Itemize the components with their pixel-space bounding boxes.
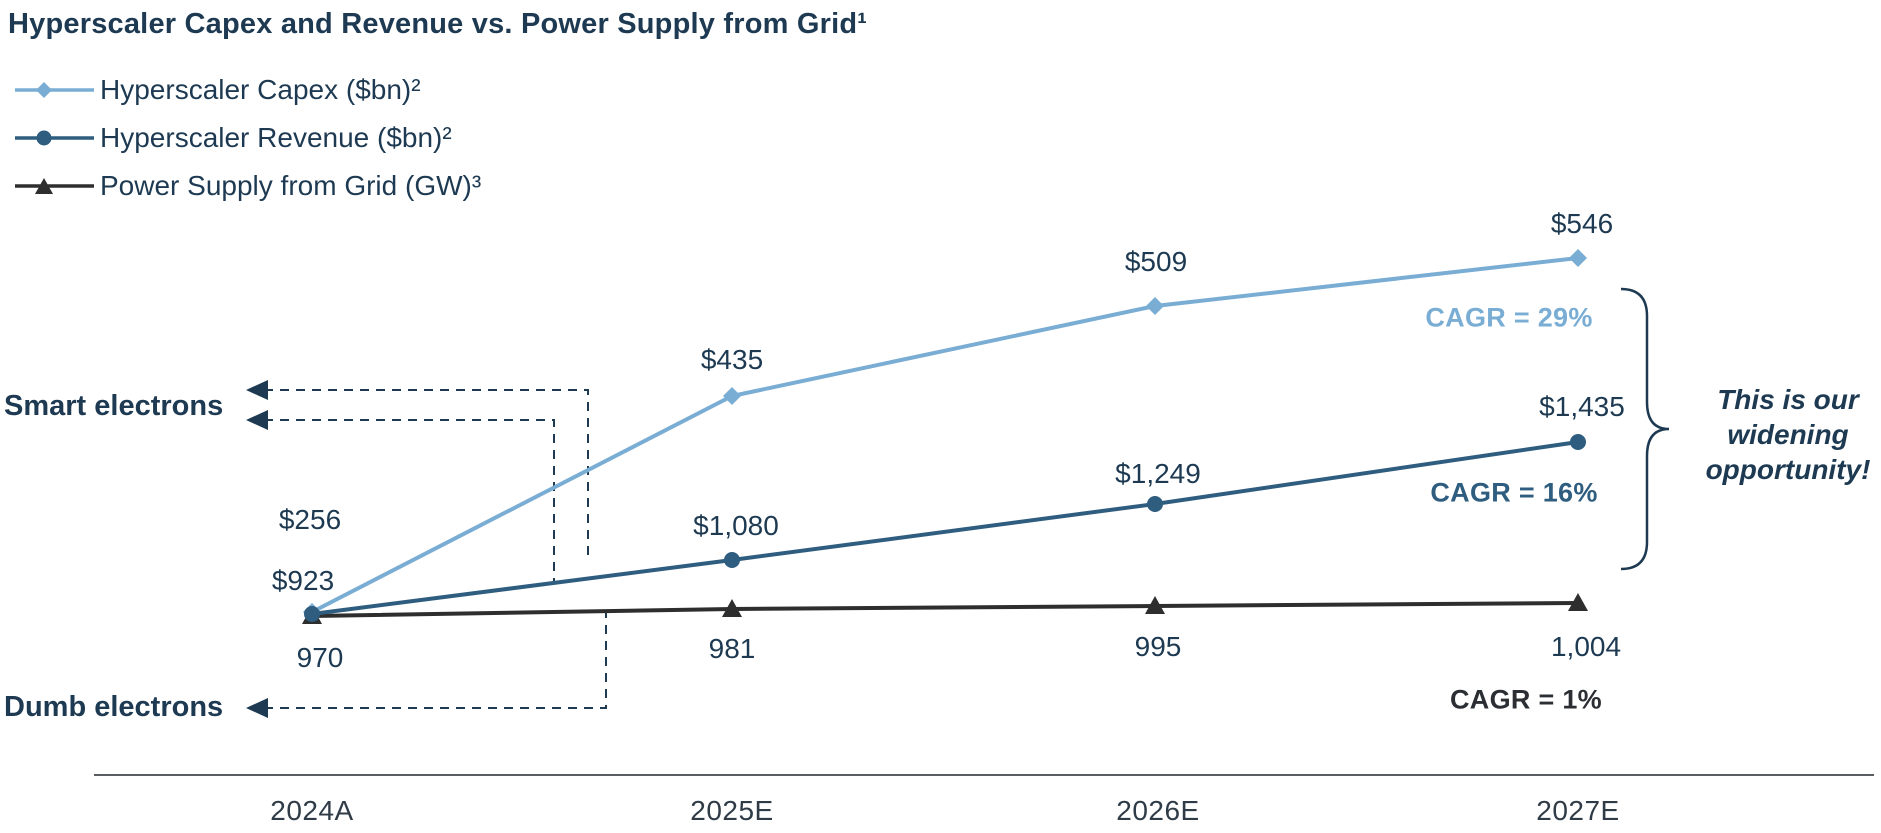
- series-capex: [303, 249, 1587, 621]
- legend-label-revenue: Hyperscaler Revenue ($bn)²: [100, 122, 452, 153]
- chart-title: Hyperscaler Capex and Revenue vs. Power …: [8, 8, 868, 40]
- legend-label-capex: Hyperscaler Capex ($bn)²: [100, 74, 421, 105]
- opportunity-line-2: widening: [1727, 419, 1849, 450]
- data-label-capex-2027: $546: [1550, 208, 1614, 239]
- dumb-electrons-label: Dumb electrons: [4, 691, 224, 723]
- x-axis-label-2024: 2024A: [270, 795, 354, 826]
- x-axis-label-2027: 2027E: [1536, 795, 1620, 826]
- left-arrow-icon: [246, 410, 268, 430]
- x-axis-label-2026: 2026E: [1116, 795, 1200, 826]
- dumb-electrons-connector: [248, 611, 607, 709]
- opportunity-line-1: This is our: [1717, 384, 1859, 415]
- data-label-grid-2025: 981: [708, 633, 756, 664]
- revenue-line: [311, 440, 1579, 616]
- revenue-line-circle-icon: [15, 130, 94, 146]
- data-label-revenue-2025: $1,080: [693, 510, 779, 541]
- data-label-revenue-2024: $923: [271, 565, 335, 596]
- legend-item-capex: Hyperscaler Capex ($bn)²: [14, 73, 481, 107]
- smart-electrons-dashed-line-upper: [248, 389, 589, 560]
- x-axis-label-2025: 2025E: [690, 795, 774, 826]
- data-label-grid-2024: 970: [296, 642, 344, 673]
- capex-line: [311, 256, 1579, 614]
- cagr-revenue-label: CAGR = 16%: [1430, 477, 1598, 508]
- series-revenue: [304, 434, 1586, 622]
- data-label-revenue-2026: $1,249: [1115, 458, 1201, 489]
- opportunity-brace: [1620, 287, 1670, 571]
- smart-electrons-label: Smart electrons: [4, 390, 224, 422]
- left-arrow-icon: [246, 698, 268, 718]
- grid-power-line: [311, 601, 1579, 618]
- legend: Hyperscaler Capex ($bn)² Hyperscaler Rev…: [14, 73, 481, 203]
- revenue-circle-markers: [304, 434, 1586, 622]
- dumb-electrons-dashed-line: [248, 611, 607, 709]
- cagr-grid-label: CAGR = 1%: [1450, 684, 1602, 715]
- legend-label-grid-power: Power Supply from Grid (GW)³: [100, 170, 482, 201]
- smart-electrons-connectors: [248, 389, 589, 583]
- connector-arrowheads: [246, 380, 268, 718]
- smart-electrons-dashed-line-lower: [248, 419, 555, 583]
- opportunity-callout: This is our widening opportunity!: [1690, 382, 1881, 487]
- series-grid-power: [302, 593, 1588, 624]
- capex-diamond-markers: [303, 249, 1587, 621]
- opportunity-line-3: opportunity!: [1705, 454, 1871, 485]
- grid-power-line-triangle-icon: [15, 178, 94, 194]
- data-label-capex-2025: $435: [700, 344, 764, 375]
- left-arrow-icon: [246, 380, 268, 400]
- data-label-grid-2026: 995: [1134, 631, 1182, 662]
- legend-item-revenue: Hyperscaler Revenue ($bn)²: [14, 121, 481, 155]
- data-label-grid-2027: 1,004: [1550, 631, 1622, 662]
- data-label-capex-2024: $256: [278, 504, 342, 535]
- data-label-revenue-2027: $1,435: [1539, 391, 1625, 422]
- data-label-capex-2026: $509: [1124, 246, 1188, 277]
- cagr-capex-label: CAGR = 29%: [1425, 302, 1593, 333]
- capex-line-diamond-icon: [15, 82, 94, 98]
- legend-item-grid-power: Power Supply from Grid (GW)³: [14, 169, 481, 203]
